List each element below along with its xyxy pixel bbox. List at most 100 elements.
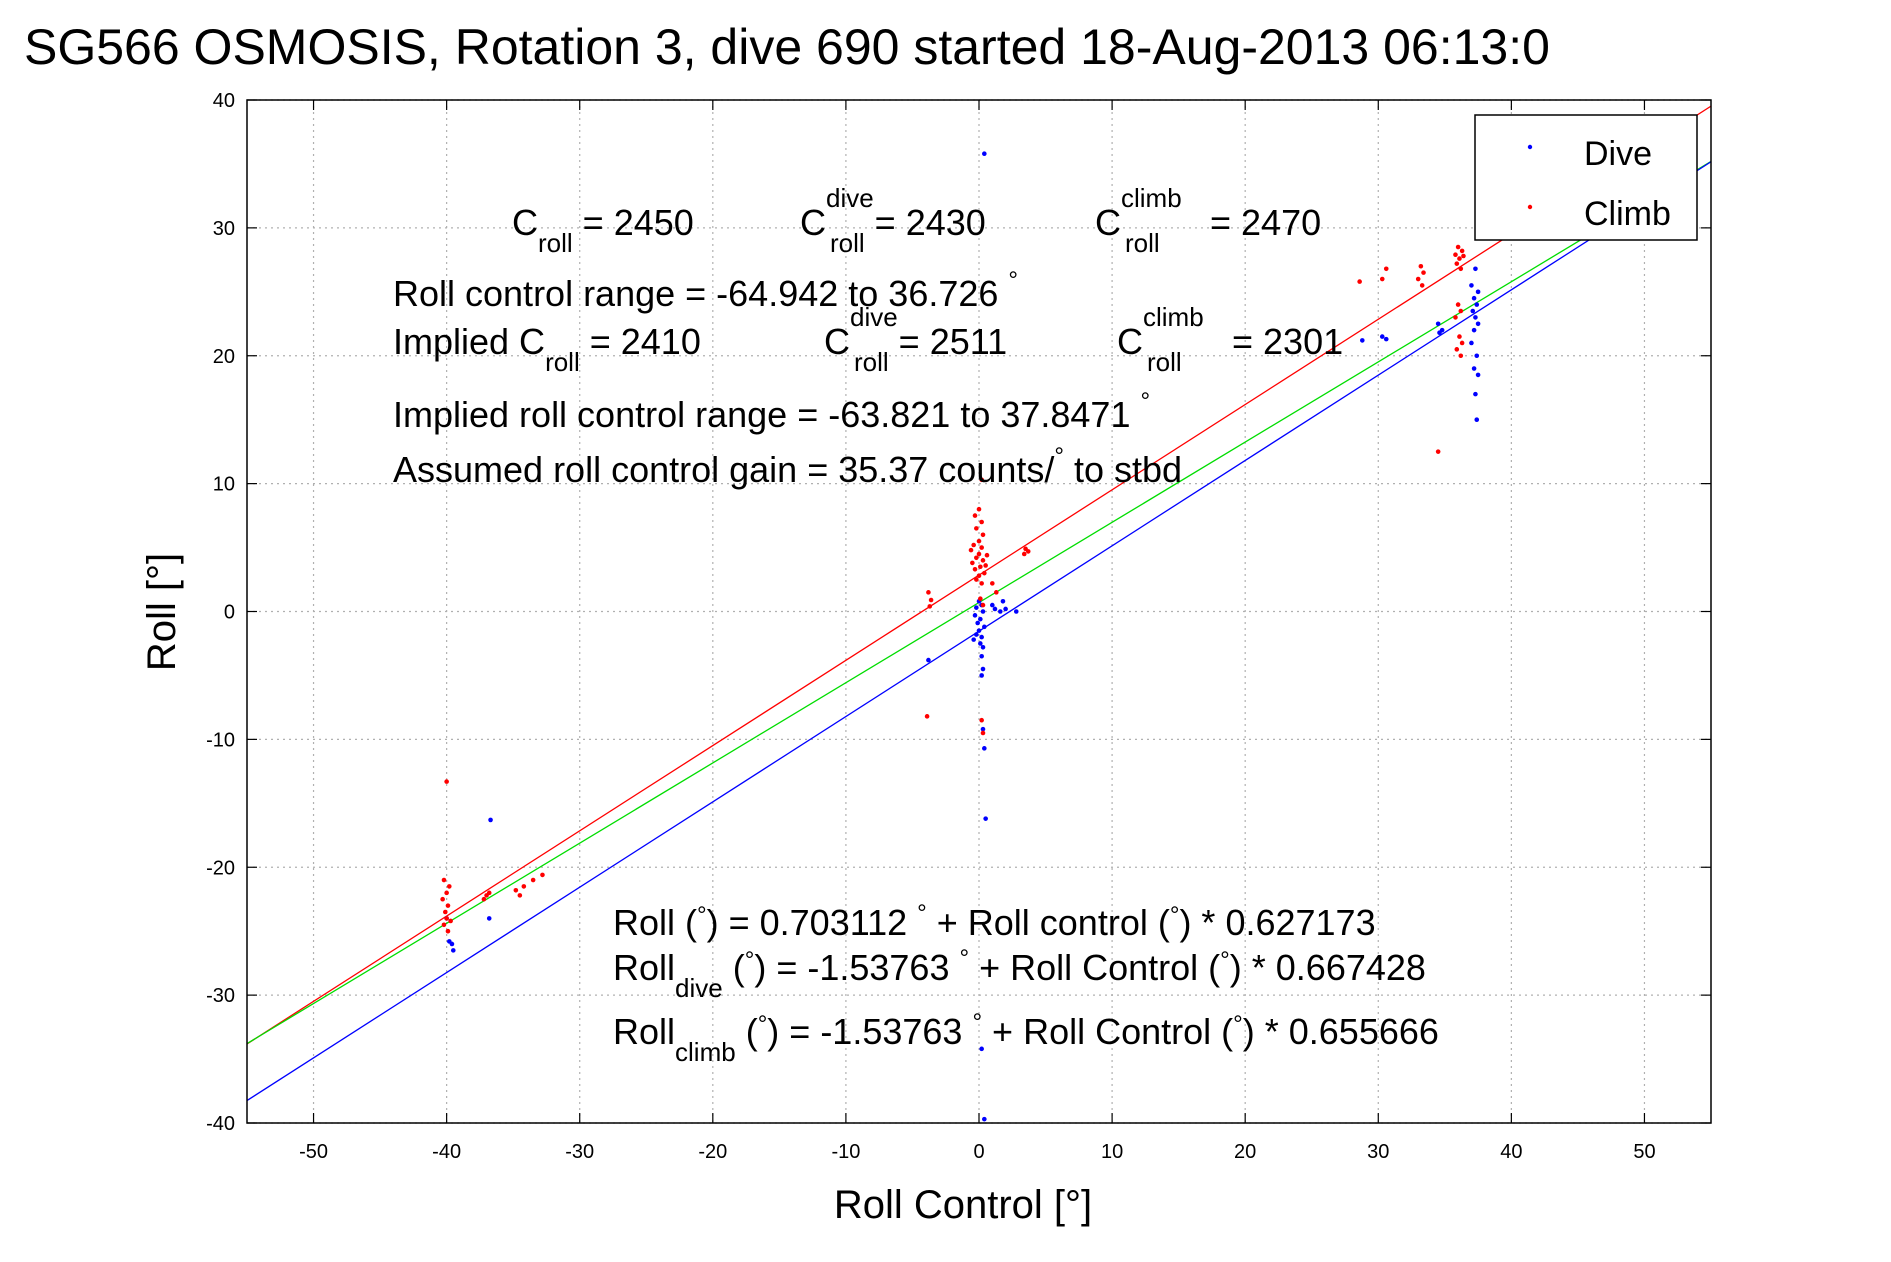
- dive-point: [979, 653, 984, 659]
- x-tick-label: -10: [831, 1141, 860, 1163]
- c-roll-dive-annotation: Cdive roll = 2430: [800, 183, 986, 258]
- c-roll-climb-annotation: Cclimb roll = 2470: [1095, 183, 1321, 258]
- dive-point: [974, 605, 979, 610]
- implied-c-roll-climb-annotation: Cclimb roll = 2301: [1117, 302, 1343, 377]
- legend-dive-label: Dive: [1584, 135, 1652, 173]
- climb-point: [1455, 244, 1461, 250]
- dive-point: [1003, 606, 1008, 612]
- dive-point: [1475, 372, 1481, 378]
- fit-dive-d: ) * 0.667428: [1230, 947, 1426, 988]
- climb-point: [976, 573, 982, 578]
- dive-point: [979, 634, 984, 640]
- c-roll-climb-value: = 2470: [1200, 202, 1321, 243]
- degree-mark: °: [972, 1009, 982, 1036]
- x-tick-label: -20: [698, 1141, 727, 1163]
- implied-c-roll-prefix: Implied C: [393, 321, 545, 362]
- dive-point: [926, 657, 931, 663]
- climb-point: [1435, 449, 1441, 454]
- implied-climb-sub: roll: [1147, 347, 1182, 377]
- climb-point: [974, 526, 979, 531]
- implied-dive-sup: dive: [850, 302, 898, 332]
- dive-point: [980, 726, 986, 732]
- implied-climb-sup: climb: [1143, 302, 1204, 332]
- implied-climb-base: C: [1117, 321, 1143, 362]
- y-tick-label: 10: [213, 474, 235, 496]
- x-tick-label: 0: [973, 1141, 984, 1163]
- x-tick-label: 50: [1633, 1141, 1655, 1163]
- dive-point: [1474, 353, 1480, 359]
- degree-mark: °: [1170, 902, 1180, 929]
- dive-point: [1475, 321, 1481, 327]
- climb-point: [1454, 261, 1460, 266]
- climb-point: [1421, 270, 1426, 275]
- dive-point: [1360, 338, 1365, 343]
- y-tick-label: 40: [213, 90, 235, 112]
- implied-dive-sub: roll: [854, 347, 889, 377]
- dive-point: [1379, 334, 1385, 339]
- climb-point: [994, 590, 999, 595]
- legend: Dive Climb: [1474, 114, 1698, 241]
- climb-point: [521, 884, 527, 889]
- dive-point: [446, 939, 452, 944]
- degree-mark: °: [1140, 388, 1150, 415]
- implied-c-roll-annotation: Implied Croll = 2410: [393, 321, 701, 377]
- climb-point: [990, 581, 995, 586]
- dive-point: [1471, 366, 1477, 371]
- fit-dive-b: ) = -1.53763: [754, 947, 949, 988]
- climb-point: [979, 477, 984, 483]
- x-tick-label: 20: [1234, 1141, 1256, 1163]
- climb-point: [513, 887, 519, 893]
- climb-point: [978, 596, 983, 602]
- climb-point: [980, 730, 986, 736]
- x-tick-label: 10: [1101, 1141, 1123, 1163]
- climb-point: [1025, 549, 1031, 554]
- dive-point: [450, 948, 456, 953]
- c-roll-dive-sup: dive: [826, 183, 874, 213]
- fit-equation-all: Roll (°) = 0.703112 ° + Roll control (°) …: [613, 900, 1376, 943]
- dive-point: [982, 746, 987, 751]
- x-tick-label: -30: [565, 1141, 594, 1163]
- climb-point: [1461, 253, 1466, 259]
- dive-point: [488, 817, 493, 823]
- fit-dive-c: + Roll Control (: [969, 947, 1220, 988]
- c-roll-value: = 2450: [573, 202, 694, 243]
- x-tick-label: 30: [1367, 1141, 1389, 1163]
- c-roll-annotation: Croll = 2450: [512, 202, 694, 258]
- climb-point: [924, 714, 930, 719]
- climb-point: [984, 552, 990, 558]
- c-roll-climb-sup: climb: [1121, 183, 1182, 213]
- climb-point: [1454, 347, 1460, 352]
- fit-all-d: ) * 0.627173: [1179, 902, 1375, 943]
- climb-point: [445, 928, 451, 934]
- implied-dive-value: = 2511: [889, 321, 1007, 362]
- climb-point: [444, 916, 449, 921]
- x-tick-labels: -50 -40 -30 -20 -10 0 10 20 30 40 50: [299, 1141, 1655, 1163]
- legend-dive-marker: [1527, 144, 1533, 150]
- dive-point: [990, 602, 995, 608]
- roll-control-range-text: Roll control range = -64.942 to 36.726 °: [393, 267, 1018, 314]
- x-axis-label: Roll Control [°]: [834, 1183, 1092, 1227]
- climb-point: [976, 538, 982, 544]
- degree-mark: °: [917, 900, 927, 927]
- climb-point: [980, 558, 986, 563]
- dive-point: [1383, 336, 1389, 342]
- fit-equation-dive: Rolldive (°) = -1.53763 ° + Roll Control …: [613, 945, 1426, 1003]
- dive-point: [979, 1046, 984, 1052]
- fit-climb-b: ) = -1.53763: [767, 1011, 962, 1052]
- dive-point: [983, 816, 988, 821]
- dive-point: [1473, 391, 1478, 397]
- climb-point: [517, 893, 523, 898]
- climb-point: [980, 532, 986, 538]
- gain-direction: to stbd: [1064, 449, 1182, 490]
- dive-point: [992, 606, 998, 612]
- dive-point: [971, 637, 976, 642]
- climb-point: [1455, 302, 1461, 307]
- climb-point: [927, 604, 933, 609]
- dive-point: [978, 641, 983, 646]
- climb-point: [926, 590, 931, 595]
- y-tick-label: -10: [206, 729, 235, 751]
- fit-all-a: Roll (: [613, 902, 697, 943]
- degree-mark: °: [1008, 267, 1018, 294]
- c-roll-sub: roll: [538, 228, 573, 258]
- climb-point: [970, 560, 975, 566]
